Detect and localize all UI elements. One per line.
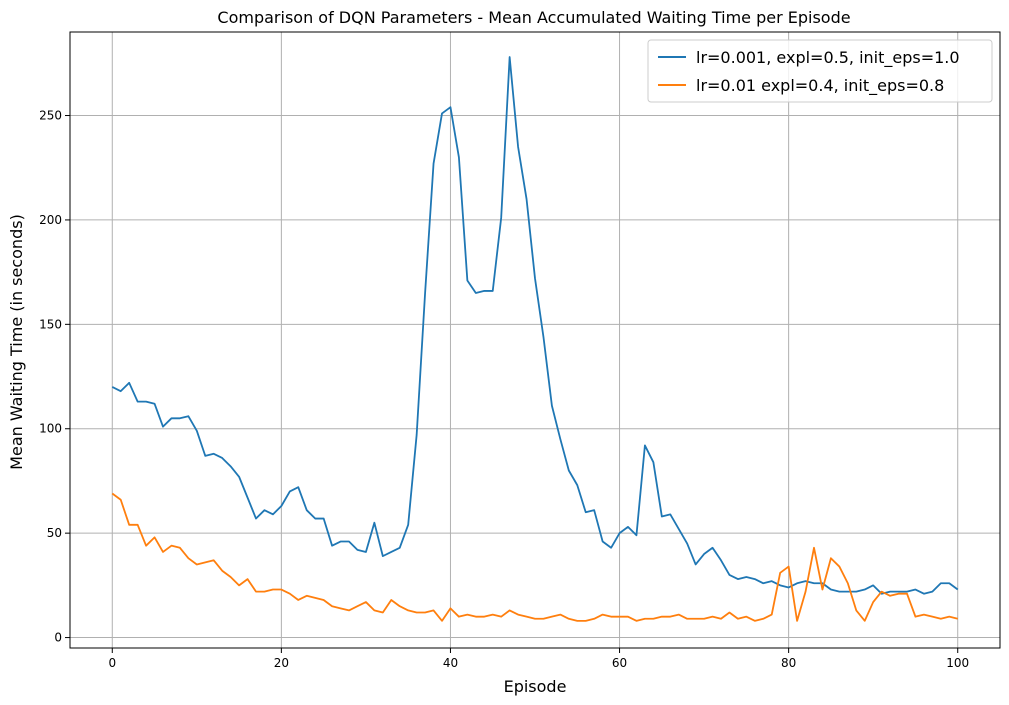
y-tick-label: 50	[47, 526, 62, 540]
y-tick-label: 200	[39, 213, 62, 227]
series-line-1	[111, 56, 959, 595]
legend-label-2: lr=0.01 expl=0.4, init_eps=0.8	[696, 76, 944, 96]
series-line-2	[111, 492, 958, 622]
legend-label-1: lr=0.001, expl=0.5, init_eps=1.0	[696, 48, 960, 68]
grid	[70, 32, 1000, 648]
legend: lr=0.001, expl=0.5, init_eps=1.0 lr=0.01 …	[647, 39, 993, 103]
x-tick-label: 80	[781, 656, 796, 670]
y-tick-label: 0	[54, 631, 62, 645]
series-layer	[111, 56, 959, 622]
x-tick-label: 100	[946, 656, 969, 670]
legend-box	[647, 39, 993, 103]
chart-title: Comparison of DQN Parameters - Mean Accu…	[217, 8, 850, 27]
plot-frame	[69, 31, 1001, 649]
x-tick-label: 40	[443, 656, 458, 670]
x-axis-label: Episode	[504, 677, 567, 696]
y-tick-label: 150	[39, 317, 62, 331]
ticks: 0 20 40 60 80 100 0 50 100 150 200 250	[39, 109, 969, 670]
y-tick-label: 250	[39, 109, 62, 123]
y-axis-label: Mean Waiting Time (in seconds)	[7, 214, 26, 470]
x-tick-label: 20	[274, 656, 289, 670]
x-tick-label: 0	[108, 656, 116, 670]
x-tick-label: 60	[612, 656, 627, 670]
y-tick-label: 100	[39, 422, 62, 436]
